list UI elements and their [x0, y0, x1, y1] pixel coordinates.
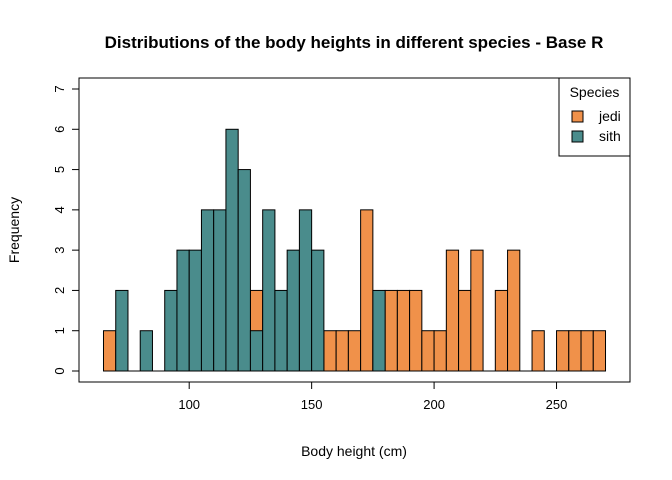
- bar-jedi-225: [494, 289, 509, 372]
- bar-jedi-155: [323, 330, 337, 372]
- bar-jedi-160: [335, 330, 349, 372]
- y-tick-label: 3: [52, 247, 67, 254]
- bar-sith-145: [298, 209, 313, 372]
- bar-sith-115: [225, 128, 239, 372]
- y-tick-label: 0: [52, 367, 67, 374]
- legend-swatch-sith: [571, 130, 584, 143]
- legend-label-sith: sith: [599, 128, 621, 144]
- x-axis: 100 150 200 250: [178, 381, 568, 412]
- legend-title: Species: [570, 84, 620, 100]
- y-tick-label: 2: [52, 287, 67, 294]
- bar-jedi-260: [580, 330, 594, 372]
- x-tick-label: 100: [178, 397, 200, 412]
- bar-sith-140: [286, 249, 300, 372]
- bar-jedi-230: [507, 249, 521, 372]
- bar-sith-95: [176, 249, 190, 372]
- x-tick-label: 150: [301, 397, 323, 412]
- legend-label-jedi: jedi: [598, 108, 621, 124]
- y-tick-label: 6: [52, 126, 67, 133]
- bar-sith-120: [237, 169, 251, 372]
- bar-sith-100: [188, 249, 202, 372]
- bar-jedi-165: [347, 330, 362, 372]
- bar-sith-105: [200, 209, 215, 372]
- y-axis: 0 1 2 3 4 5 6 7: [52, 85, 80, 375]
- legend-box: [558, 77, 631, 157]
- bar-jedi-170: [360, 209, 374, 372]
- bar-sith-125: [249, 330, 264, 372]
- bars-layer: [102, 128, 607, 372]
- bar-sith-130: [262, 209, 276, 372]
- bar-sith-135: [274, 289, 288, 372]
- y-tick-label: 7: [52, 85, 67, 92]
- x-axis-label: Body height (cm): [301, 443, 407, 459]
- bar-sith-150: [311, 249, 325, 372]
- bar-jedi-210: [458, 289, 472, 372]
- bar-jedi-65: [102, 330, 117, 372]
- chart-title: Distributions of the body heights in dif…: [105, 33, 604, 52]
- bar-jedi-185: [396, 289, 411, 372]
- bar-sith-80: [139, 330, 153, 372]
- bar-sith-175: [372, 289, 386, 372]
- bar-jedi-255: [568, 330, 582, 372]
- bar-jedi-180: [384, 289, 398, 372]
- x-tick-label: 200: [423, 397, 445, 412]
- bar-jedi-200: [433, 330, 447, 372]
- bar-sith-110: [213, 209, 227, 372]
- y-tick-label: 5: [52, 166, 67, 173]
- x-tick-label: 250: [546, 397, 568, 412]
- bar-jedi-190: [409, 289, 423, 372]
- bar-jedi-240: [531, 330, 545, 372]
- y-axis-label: Frequency: [6, 197, 22, 263]
- bar-sith-70: [115, 289, 129, 372]
- legend-swatch-jedi: [571, 110, 584, 123]
- bar-sith-90: [164, 289, 178, 372]
- legend: Species jedi sith: [558, 77, 631, 157]
- bar-jedi-215: [470, 249, 484, 372]
- y-tick-label: 4: [52, 206, 67, 213]
- bar-jedi-250: [556, 330, 570, 372]
- bar-jedi-265: [592, 330, 607, 372]
- bar-jedi-195: [421, 330, 435, 372]
- y-tick-label: 1: [52, 327, 67, 334]
- bar-jedi-205: [445, 249, 460, 372]
- legend-items: jedi sith: [571, 108, 621, 144]
